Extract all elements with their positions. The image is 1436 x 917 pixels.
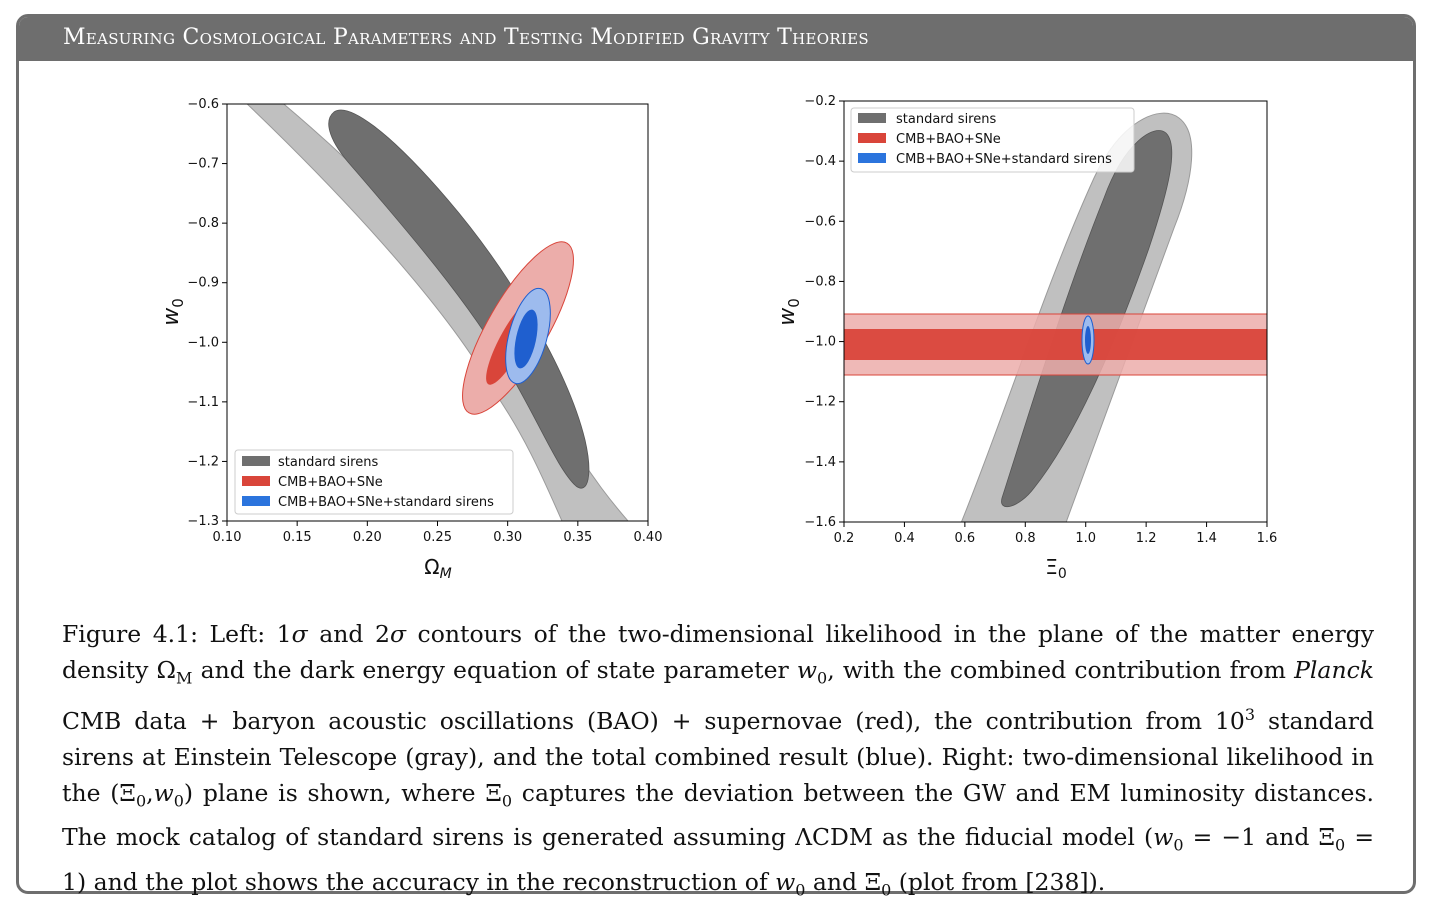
legend-label: standard sirens [278,455,378,470]
y-tick-label: −0.9 [187,276,219,291]
y-tick-label: −1.0 [804,335,836,350]
legend-swatch-cmb [242,476,270,486]
legend-label: CMB+BAO+SNe+standard sirens [278,495,494,510]
right-y-ticks: −0.2 −0.4 −0.6 −0.8 −1.0 −1.2 −1.4 −1.6 [804,94,844,530]
box-header: Measuring Cosmological Parameters and Te… [19,17,1413,61]
x-tick-label: 0.40 [634,530,663,545]
right-x-ticks: 0.2 0.4 0.6 0.8 1.0 1.2 1.4 1.6 [834,522,1278,546]
x-tick-label: 1.2 [1136,531,1157,546]
x-tick-label: 0.30 [493,530,522,545]
left-combined-1sigma [514,309,538,369]
right-cmb-1sigma [844,329,1267,360]
legend-swatch-sirens [242,456,270,466]
legend-label: CMB+BAO+SNe [896,132,1001,147]
right-x-axis-label: Ξ0 [1045,555,1067,582]
x-tick-label: 0.15 [283,530,312,545]
figure-caption: Figure 4.1: Left: 1σ and 2σ contours of … [62,620,1375,900]
x-tick-label: 1.4 [1196,531,1217,546]
x-tick-label: 0.20 [353,530,382,545]
legend-label: CMB+BAO+SNe+standard sirens [896,152,1112,167]
right-y-axis-label: w0 [775,298,803,326]
right-combined-1sigma [1085,326,1091,354]
y-tick-label: −0.2 [804,94,836,109]
legend-label: CMB+BAO+SNe [278,475,383,490]
y-tick-label: −0.6 [187,97,219,112]
y-tick-label: −1.4 [804,455,836,470]
right-plot-panel: −0.2 −0.4 −0.6 −0.8 −1.0 −1.2 −1.4 −1.6 0.2 0.4 0… [764,88,1289,586]
left-y-axis-label: w0 [159,298,187,326]
x-tick-label: 0.10 [213,530,242,545]
left-plot-panel: −0.6 −0.7 −0.8 −0.9 −1.0 −1.1 −1.2 −1.3 0.10 0.1… [148,90,671,586]
left-x-ticks: 0.10 0.15 0.20 0.25 0.30 0.35 0.40 [213,521,663,545]
left-x-axis-label: ΩM [424,555,451,582]
y-tick-label: −0.8 [187,216,219,231]
y-tick-label: −1.1 [187,395,219,410]
x-tick-label: 0.6 [955,531,976,546]
legend-label: standard sirens [896,112,996,127]
x-tick-label: 0.8 [1015,531,1036,546]
y-tick-label: −1.6 [804,515,836,530]
y-tick-label: −0.8 [804,274,836,289]
right-legend: standard sirens CMB+BAO+SNe CMB+BAO+SNe+… [850,107,1135,173]
x-tick-label: 0.35 [563,530,592,545]
x-tick-label: 1.0 [1075,531,1096,546]
legend-swatch-combined [242,496,270,506]
left-y-ticks: −0.6 −0.7 −0.8 −0.9 −1.0 −1.1 −1.2 −1.3 [187,97,227,529]
y-tick-label: −0.7 [187,157,219,172]
right-plot: −0.2−0.4−0.6−0.8−1.0−1.2−1.4−1.6 0.2 0.4 0… [775,94,1278,582]
y-tick-label: −0.4 [804,154,836,169]
left-legend: standard sirens CMB+BAO+SNe CMB+BAO+SNe+… [234,449,514,515]
y-tick-label: −1.3 [187,514,219,529]
y-tick-label: −1.2 [187,454,219,469]
legend-swatch-cmb [858,133,886,143]
y-tick-label: −0.6 [804,214,836,229]
x-tick-label: 0.2 [834,531,855,546]
x-tick-label: 0.25 [423,530,452,545]
box-title: Measuring Cosmological Parameters and Te… [63,25,869,50]
left-plot: −0.6−0.7−0.8−0.9−1.0−1.1−1.2−1.3 0.10 0.1… [159,97,663,582]
y-tick-label: −1.2 [804,395,836,410]
legend-swatch-combined [858,153,886,163]
x-tick-label: 0.4 [894,531,915,546]
left-sirens-1sigma [328,109,590,489]
y-tick-label: −1.0 [187,335,219,350]
legend-swatch-sirens [858,113,886,123]
x-tick-label: 1.6 [1257,531,1278,546]
